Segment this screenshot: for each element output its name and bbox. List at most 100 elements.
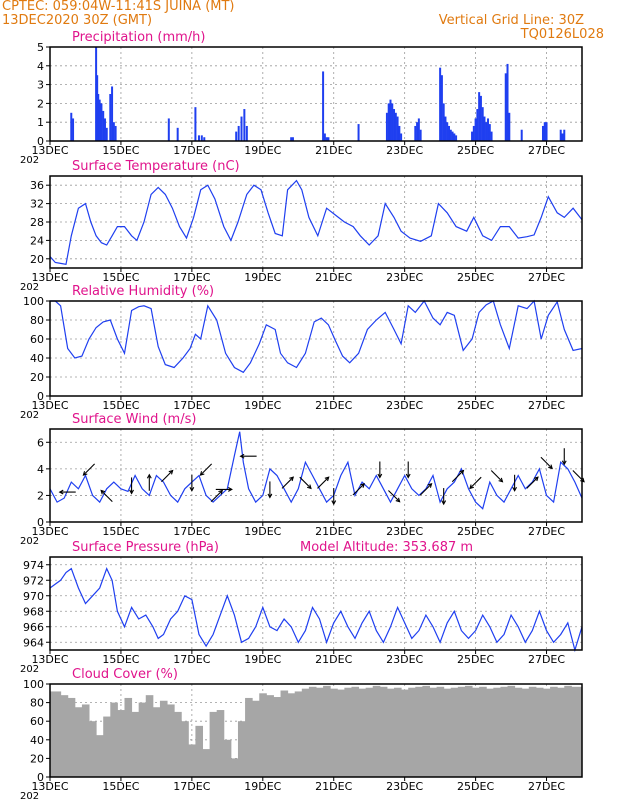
pres-ytick-label: 974	[23, 559, 44, 572]
pres-ytick-label: 972	[23, 574, 44, 587]
cloud-cover-bar	[372, 685, 381, 777]
precip-bar	[449, 129, 452, 141]
cloud-cover-bar	[401, 689, 409, 777]
precip-bar	[391, 103, 394, 141]
cloud-ytick-label: 60	[30, 715, 44, 728]
pres-series-line	[49, 567, 583, 653]
wind-arrow-head	[239, 453, 245, 459]
precip-bar	[70, 112, 73, 141]
pres-xtick-label: 23DEC	[386, 653, 423, 666]
precip-bar	[472, 125, 475, 141]
wind-arrow	[526, 476, 539, 489]
wind-ytick-label: 2	[37, 489, 44, 502]
cloud-ytick-label: 100	[23, 678, 44, 691]
wind-arrow-head	[533, 476, 539, 482]
wind-arrow-head	[267, 493, 273, 499]
pres-year-label: 202	[20, 664, 39, 675]
precip-bar	[197, 135, 200, 141]
cloud-cover-bar	[500, 686, 509, 777]
cloud-cover-bar	[237, 721, 246, 777]
wind-arrow	[352, 483, 365, 496]
wind-arrow-head	[512, 487, 518, 492]
precip-bar	[396, 116, 399, 141]
precip-bar	[490, 131, 493, 141]
precip-bar	[417, 118, 420, 141]
precip-bar	[243, 109, 246, 141]
cloud-cover-bar	[379, 686, 388, 777]
wind-arrow	[281, 476, 294, 489]
cloud-xtick-label: 21DEC	[315, 780, 352, 793]
precip-bar	[476, 109, 479, 141]
precip-xtick-label: 27DEC	[528, 144, 565, 157]
temp-ytick-label: 32	[30, 198, 44, 211]
precip-bar	[96, 75, 99, 141]
precip-frame	[49, 46, 583, 142]
wind-arrow-head	[469, 484, 474, 490]
cloud-xtick-label: 27DEC	[528, 780, 565, 793]
wind-xtick-label: 23DEC	[386, 525, 423, 538]
cloud-cover-bar	[167, 704, 175, 777]
pres-ytick-label: 966	[23, 621, 44, 634]
wind-arrow-head	[58, 489, 64, 495]
wind-arrow-head	[459, 469, 465, 475]
cloud-xtick-label: 25DEC	[457, 780, 494, 793]
cloud-cover-bar	[202, 749, 211, 777]
precip-bar	[112, 122, 115, 141]
precip-bar	[327, 137, 330, 141]
precip-bar	[453, 133, 456, 141]
wind-arrow-head	[395, 497, 401, 503]
wind-arrow	[200, 463, 213, 476]
cloud-cover-bar	[50, 691, 62, 777]
wind-arrow	[469, 476, 482, 489]
wind-xtick-label: 13DEC	[31, 525, 68, 538]
precip-bar	[504, 73, 507, 141]
cloud-cover-bar	[259, 693, 267, 777]
precip-xtick-label: 19DEC	[244, 144, 281, 157]
wind-arrow-head	[82, 471, 88, 476]
precip-bar	[545, 122, 548, 141]
precip-bar	[481, 107, 484, 141]
cloud-cover-bar	[301, 688, 310, 777]
cloud-cover-bar	[209, 711, 218, 777]
pres-xtick-label: 19DEC	[244, 653, 281, 666]
pres-annotation: Model Altitude: 353.687 m	[300, 540, 473, 555]
wind-xtick-label: 19DEC	[244, 525, 281, 538]
wind-arrow	[161, 470, 174, 483]
precip-bar	[419, 129, 422, 141]
precip-bar	[416, 122, 419, 141]
precip-bar	[109, 94, 112, 141]
wind-arrow	[451, 470, 464, 483]
cloud-ytick-label: 80	[30, 697, 44, 710]
wind-arrow-head	[498, 477, 504, 483]
cloud-cover-bar	[514, 687, 523, 777]
precip-bar	[95, 47, 98, 141]
cloud-cover-bar	[266, 695, 274, 777]
cloud-xtick-label: 17DEC	[173, 780, 210, 793]
cloud-cover-bar	[557, 687, 565, 777]
cloud-cover-bar	[571, 686, 583, 777]
cloud-cover-bar	[330, 688, 338, 777]
cloud-cover-bar	[138, 702, 147, 777]
cloud-year-label: 202	[20, 791, 39, 800]
cloud-cover-bar	[450, 687, 459, 777]
rh-ytick-label: 100	[23, 295, 44, 308]
wind-arrow-head	[405, 473, 411, 479]
wind-arrow-head	[548, 464, 553, 470]
precip-bar	[235, 131, 238, 141]
precip-bar	[508, 112, 511, 141]
wind-arrow	[540, 456, 553, 469]
wind-xtick-label: 27DEC	[528, 525, 565, 538]
cloud-cover-bar	[358, 688, 367, 777]
cloud-cover-bar	[67, 697, 76, 777]
wind-arrow-head	[561, 460, 567, 466]
cloud-cover-bar	[457, 686, 466, 777]
precip-bar	[176, 127, 179, 141]
precip-bar	[245, 125, 248, 141]
precip-year-label: 202	[20, 155, 39, 166]
cloud-title: Cloud Cover (%)	[72, 667, 178, 682]
wind-arrow-head	[100, 489, 106, 495]
precip-bar	[398, 125, 401, 141]
header-date: 13DEC2020 30Z (GMT)	[2, 13, 153, 28]
rh-ytick-label: 40	[30, 352, 44, 365]
